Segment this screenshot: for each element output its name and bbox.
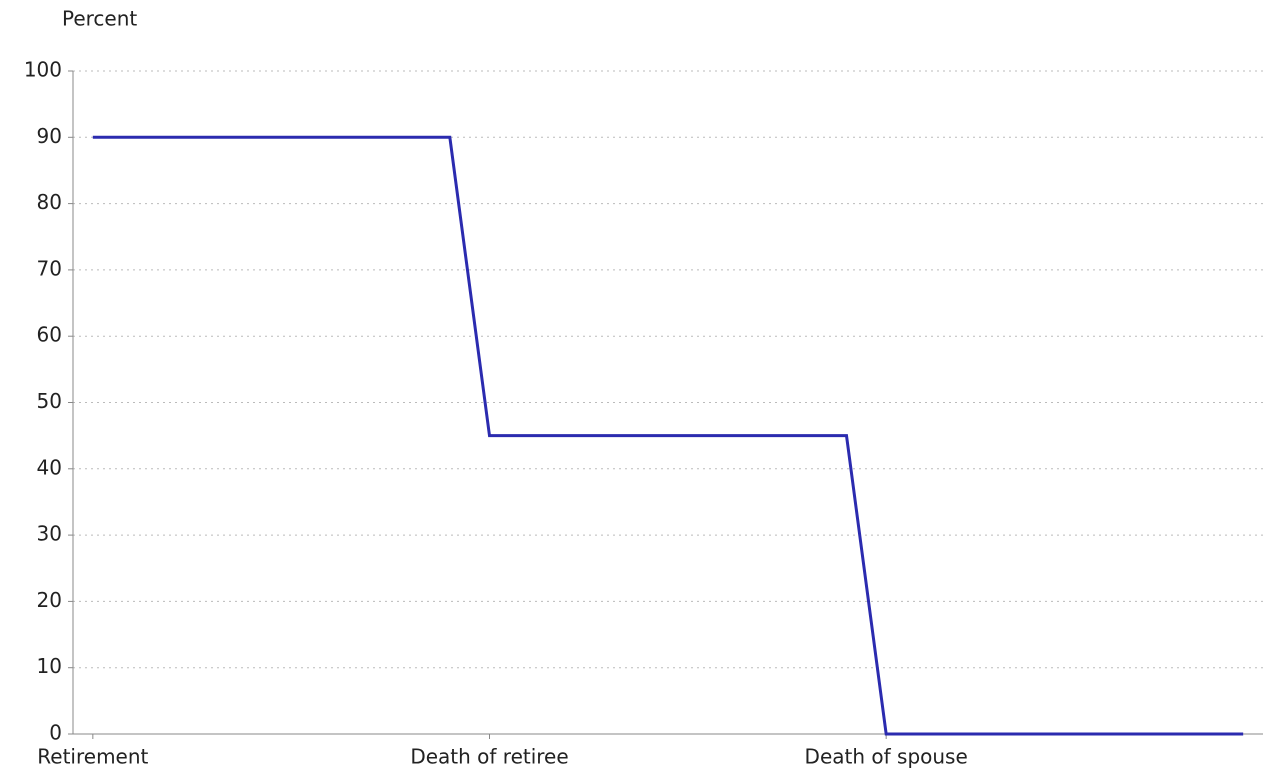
x-tick-label: Retirement [37, 745, 148, 769]
line [92, 135, 1244, 736]
y-tick-label: 50 [37, 389, 62, 413]
y-tick-label: 100 [24, 58, 62, 82]
y-tick-label: 60 [37, 323, 62, 347]
y-axis-label: Percent [62, 7, 137, 31]
y-tick-label: 30 [37, 522, 62, 546]
x-tick-label: Death of spouse [805, 745, 968, 769]
y-tick-label: 80 [37, 190, 62, 214]
y-tick-label: 90 [37, 124, 62, 148]
y-tick-label: 40 [37, 455, 62, 479]
y-tick-label: 20 [37, 588, 62, 612]
x-tick-label: Death of retiree [410, 745, 568, 769]
y-tick-label: 0 [49, 721, 62, 745]
y-tick-label: 70 [37, 256, 62, 280]
y-tick-label: 10 [37, 654, 62, 678]
